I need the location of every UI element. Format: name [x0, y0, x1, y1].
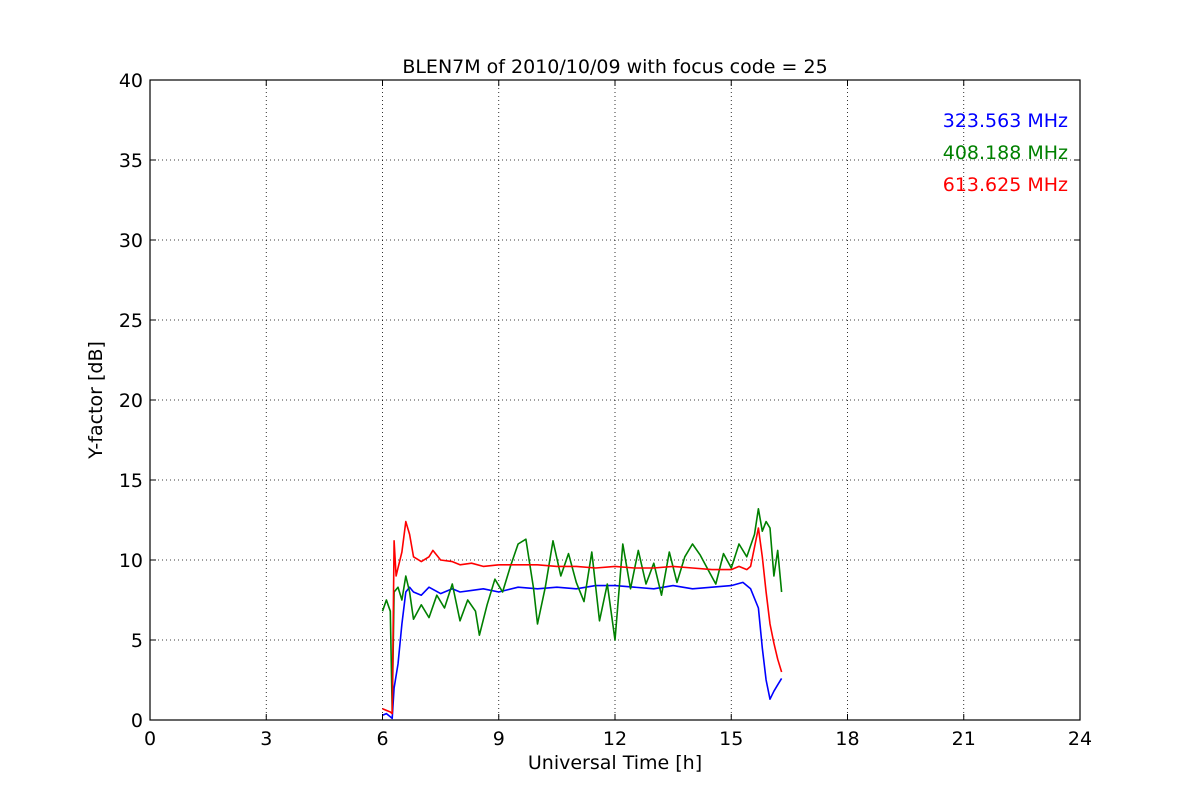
- x-tick-label: 24: [1068, 728, 1092, 750]
- y-tick-label: 35: [119, 150, 143, 172]
- x-tick-label: 6: [376, 728, 388, 750]
- y-tick-label: 20: [119, 390, 143, 412]
- y-tick-label: 40: [119, 70, 143, 92]
- y-tick-label: 5: [131, 630, 143, 652]
- legend: 323.563 MHz 408.188 MHz 613.625 MHz: [943, 110, 1068, 196]
- legend-entry-2: 408.188 MHz: [943, 142, 1068, 164]
- ticks: 0 3 6 9 12 15 18 21 24 0 5 10 15 20 25 30 35 40: [119, 70, 1092, 750]
- chart-title: BLEN7M of 2010/10/09 with focus code = 2…: [402, 56, 827, 78]
- series-layer: [381, 507, 783, 720]
- y-tick-label: 0: [131, 710, 143, 732]
- x-tick-label: 21: [952, 728, 976, 750]
- series-line-1: [382, 581, 783, 720]
- legend-entry-3: 613.625 MHz: [943, 174, 1068, 196]
- x-tick-label: 15: [719, 728, 743, 750]
- legend-entry-1: 323.563 MHz: [943, 110, 1068, 132]
- x-tick-label: 9: [493, 728, 505, 750]
- x-tick-label: 3: [260, 728, 272, 750]
- x-tick-label: 12: [603, 728, 627, 750]
- y-tick-label: 10: [119, 550, 143, 572]
- y-axis-title: Y-factor [dB]: [85, 341, 107, 460]
- grid: [150, 80, 1080, 720]
- x-axis-title: Universal Time [h]: [528, 752, 702, 774]
- y-tick-label: 25: [119, 310, 143, 332]
- series-line-3: [382, 520, 783, 715]
- y-tick-label: 30: [119, 230, 143, 252]
- x-tick-label: 0: [144, 728, 156, 750]
- x-tick-label: 18: [835, 728, 859, 750]
- y-tick-label: 15: [119, 470, 143, 492]
- series-line-2: [381, 507, 783, 713]
